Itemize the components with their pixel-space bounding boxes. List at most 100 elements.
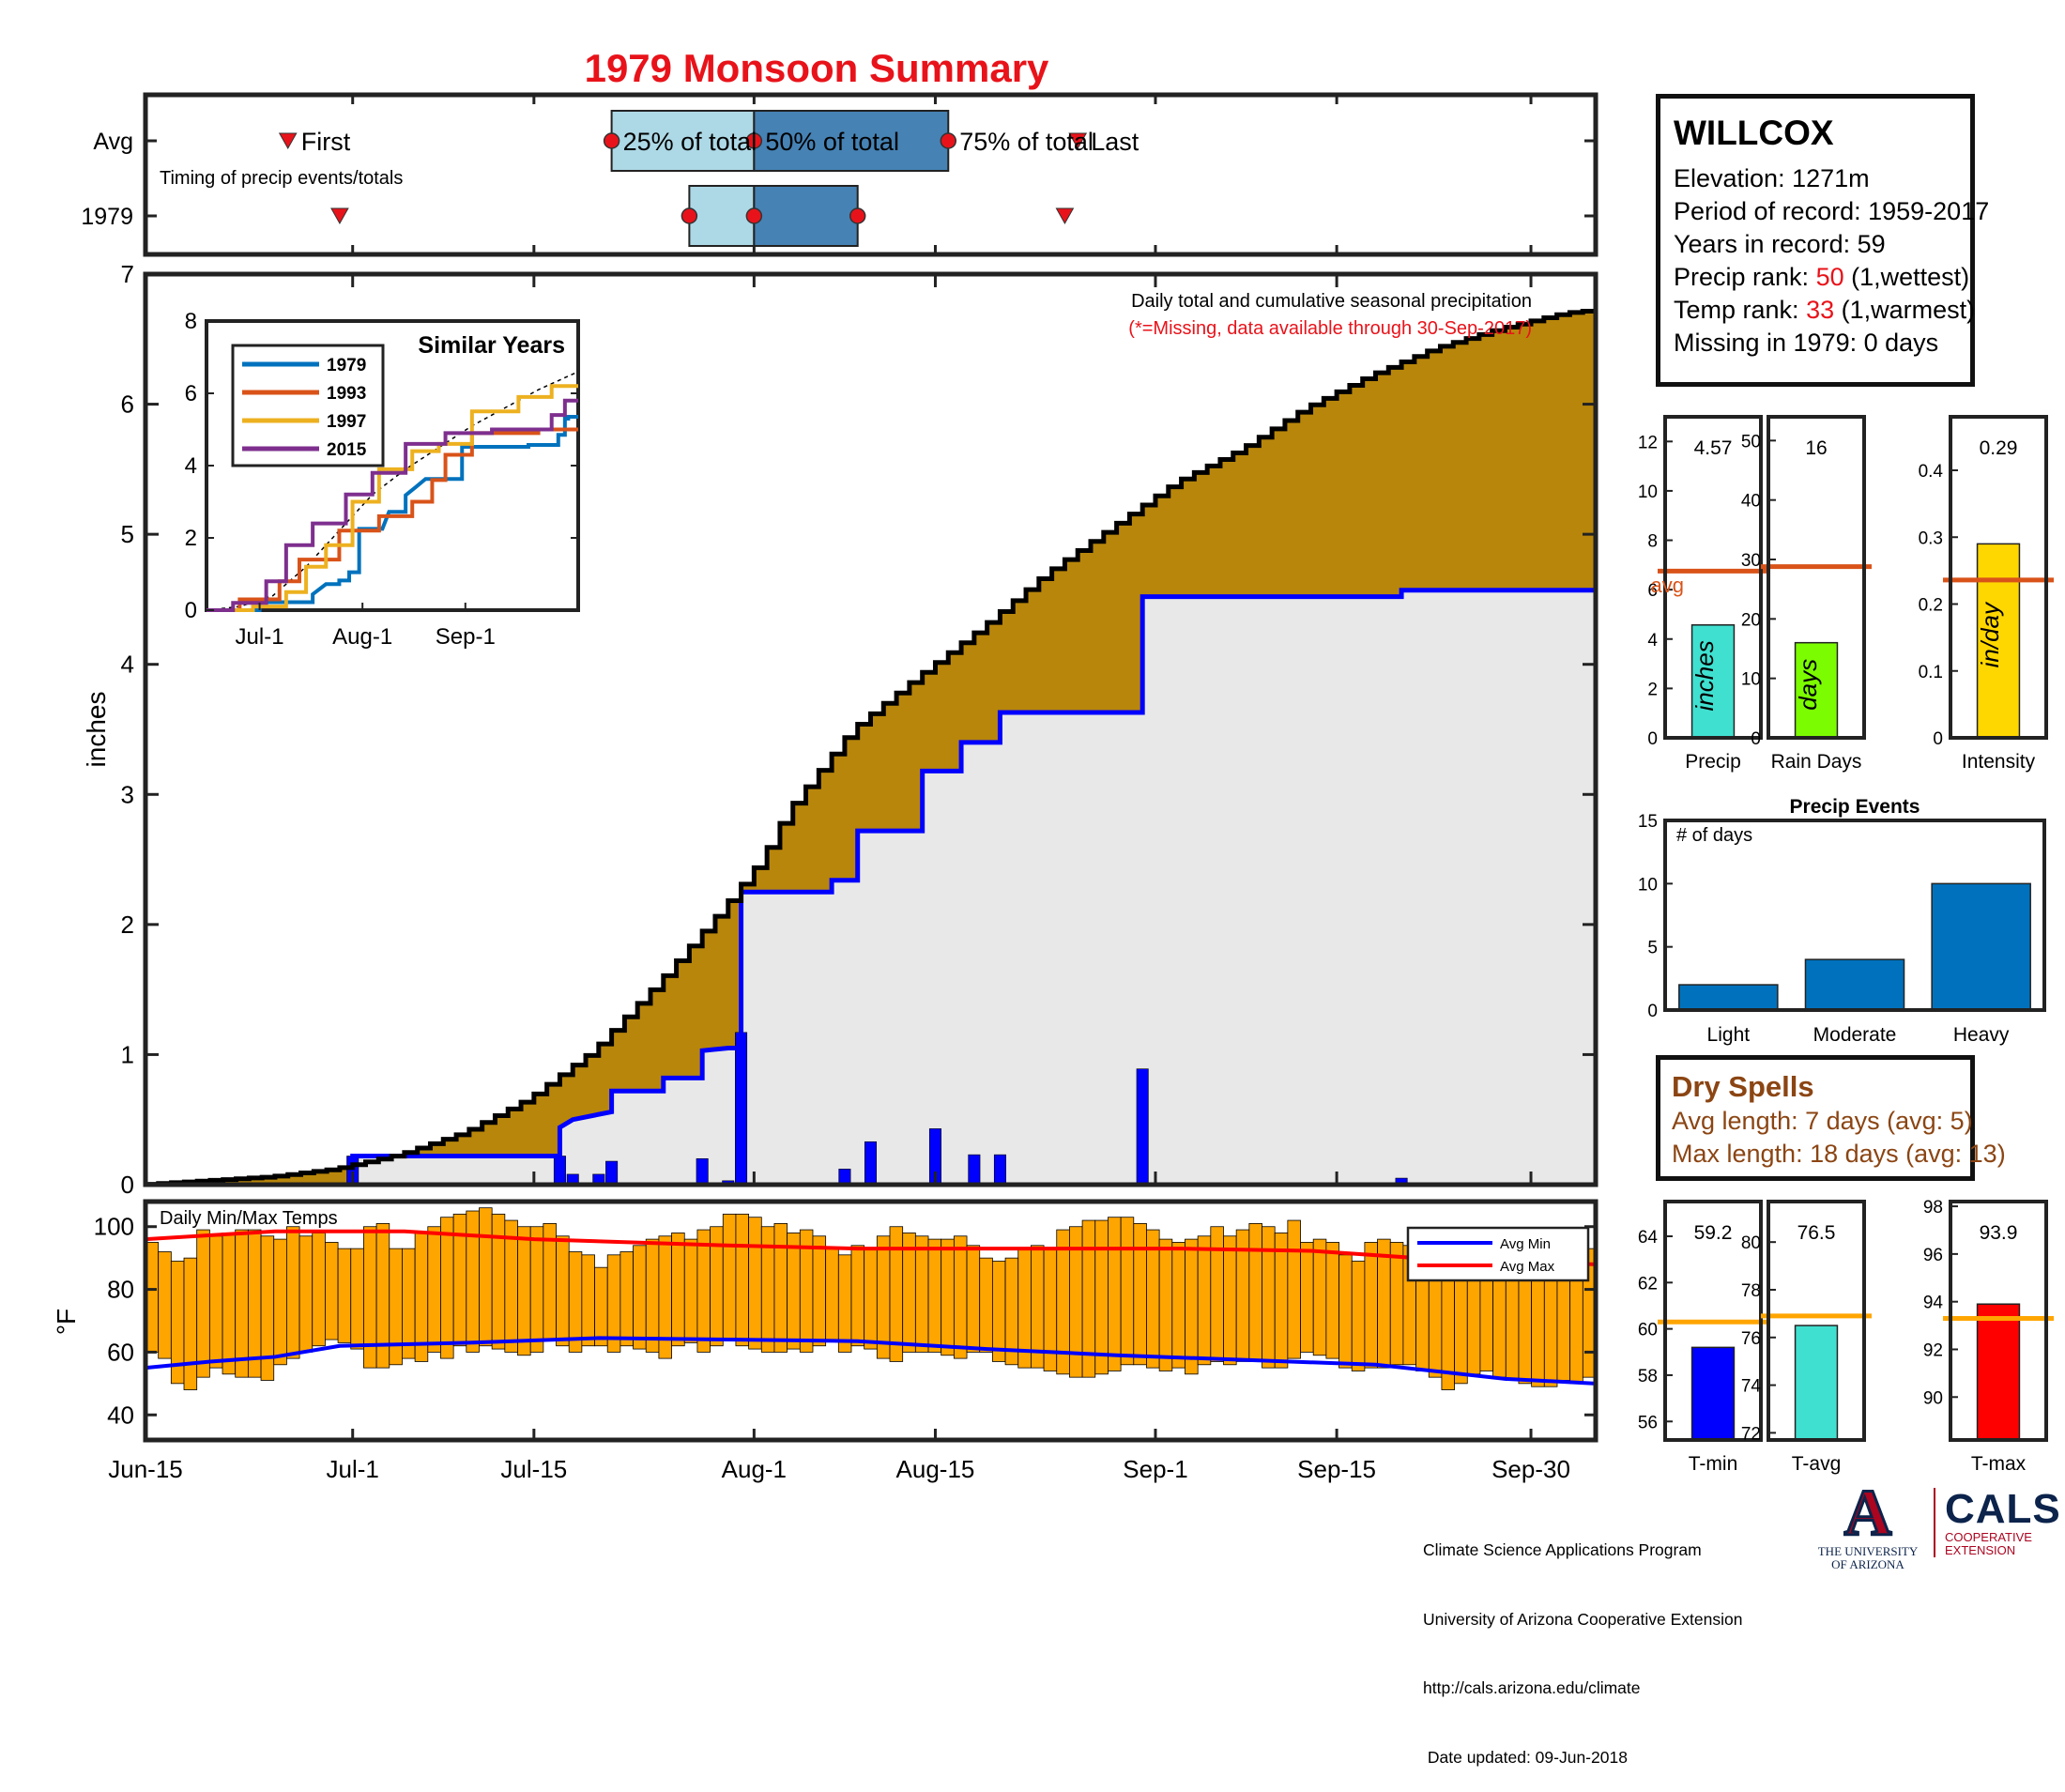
t-max-panel-y-tick-label: 94 <box>1923 1294 1944 1313</box>
daily-temp-bar <box>466 1210 480 1353</box>
timing-row-label-year: 1979 <box>81 204 133 230</box>
intensity-panel-y-tick-label: 0.1 <box>1919 663 1943 682</box>
inset-y-tick-label: 0 <box>185 598 197 623</box>
t-min-panel-y-tick-label: 64 <box>1638 1228 1659 1248</box>
avg-cumulative-line <box>145 308 1596 1187</box>
daily-temp-bar <box>1133 1222 1147 1366</box>
main-y-tick-label: 2 <box>121 911 134 939</box>
precip-avg-label: avg <box>1651 574 1684 597</box>
precip-rank-value: 50 <box>1815 263 1844 291</box>
inset-series-line-1997 <box>206 384 578 612</box>
daily-temp-bar <box>773 1222 788 1353</box>
timing-avg-last-marker <box>1068 132 1088 150</box>
x-tick-label: Jul-1 <box>327 1455 379 1483</box>
precip-panel-y-tick-label: 12 <box>1638 433 1658 452</box>
timing-q25-label: 25% of total <box>623 128 757 156</box>
timing-year-q75-marker <box>849 207 866 224</box>
t-max-panel-frame <box>1949 1200 2048 1442</box>
inset-y-tick-label: 4 <box>185 453 197 479</box>
daily-temp-bar <box>914 1235 929 1353</box>
intensity-panel-value: 0.29 <box>1980 437 2018 459</box>
rain-days-panel-frame <box>1767 415 1866 740</box>
events-y-tick-label: 5 <box>1647 939 1658 958</box>
daily-temp-bar <box>1120 1217 1135 1366</box>
daily-temp-bar <box>183 1257 198 1390</box>
timing-avg-first-marker <box>278 132 298 150</box>
x-tick-label: Aug-15 <box>896 1455 975 1483</box>
inset-series-line-2015 <box>206 398 578 612</box>
temp-plot-frame <box>143 1199 1598 1443</box>
university-of-arizona-logo: A THE UNIVERSITY OF ARIZONA <box>1812 1479 1924 1571</box>
daily-precip-bar <box>696 1157 709 1186</box>
timing-panel: Avg 1979 First Last 25% of total 50% of total… <box>81 92 1598 257</box>
temp-y-tick-label: 80 <box>107 1276 134 1304</box>
t-max-panel-value: 93.9 <box>1980 1222 2018 1244</box>
dry-spells-max-length: Max length: 18 days (avg: 13) <box>1672 1140 2006 1168</box>
daily-temp-bar <box>748 1217 762 1350</box>
timing-year-q50-marker <box>745 207 763 224</box>
daily-temp-bar <box>1171 1242 1185 1369</box>
daily-temp-bar <box>812 1235 827 1347</box>
main-y-tick-label: 7 <box>121 260 134 288</box>
t-min-panel-label: T-min <box>1689 1453 1738 1475</box>
daily-temp-bar <box>1094 1219 1109 1375</box>
main-y-tick-label: 5 <box>121 520 134 548</box>
t-max-panel-y-tick-label: 96 <box>1923 1246 1943 1265</box>
main-y-tick-label: 3 <box>121 780 134 808</box>
daily-temp-bar <box>722 1213 737 1340</box>
precip-event-category-label: Light <box>1707 1024 1751 1046</box>
temp-y-tick-label: 100 <box>94 1213 134 1241</box>
station-name: WILLCOX <box>1674 114 1834 152</box>
precip-events-title: Precip Events <box>1790 796 1920 818</box>
daily-temp-bar <box>1248 1222 1262 1362</box>
stats-panels: 4.57024681012inchesPrecip1601020304050da… <box>1638 415 2054 1475</box>
inset-legend-label-2015: 2015 <box>327 440 367 460</box>
inset-x-tick-label: Aug-1 <box>332 624 392 650</box>
year-cumulative-line <box>145 588 1596 1187</box>
daily-temp-bar <box>1185 1238 1199 1375</box>
t-avg-panel-y-tick-label: 80 <box>1741 1233 1761 1253</box>
temp-rank-value: 33 <box>1806 296 1835 324</box>
x-tick-label: Sep-15 <box>1297 1455 1376 1483</box>
daily-temp-bar <box>285 1226 300 1359</box>
rain-days-panel-label: Rain Days <box>1771 751 1862 773</box>
daily-temp-bar <box>1300 1242 1314 1353</box>
daily-temp-bar <box>325 1242 339 1340</box>
daily-temp-bar <box>312 1233 326 1347</box>
main-y-tick-label: 4 <box>121 651 134 679</box>
rain-days-panel-y-tick-label: 40 <box>1741 492 1761 512</box>
x-tick-label: Aug-1 <box>722 1455 787 1483</box>
daily-temp-bar <box>222 1233 237 1375</box>
footer-line-university: University of Arizona Cooperative Extens… <box>1423 1609 1743 1629</box>
t-avg-panel-y-tick-label: 74 <box>1741 1377 1762 1397</box>
precip-panel-unit: inches <box>1690 640 1719 711</box>
t-min-panel-y-tick-label: 58 <box>1638 1367 1658 1386</box>
intensity-panel-frame <box>1949 415 2048 740</box>
daily-temp-bar <box>1158 1238 1173 1371</box>
daily-temp-bar <box>633 1245 647 1350</box>
events-frame <box>1663 819 2046 1012</box>
t-min-panel-value: 59.2 <box>1694 1222 1733 1244</box>
precip-panel-y-tick-label: 4 <box>1647 631 1658 651</box>
temp-y-tick-label: 60 <box>107 1338 134 1366</box>
timing-year-first-marker <box>330 207 349 225</box>
events-y-tick-label: 15 <box>1638 812 1658 832</box>
cals-wordmark: CALS <box>1945 1486 2061 1532</box>
intensity-panel-y-tick-label: 0.2 <box>1919 596 1943 616</box>
t-min-panel-y-tick-label: 56 <box>1638 1413 1658 1432</box>
timing-year-q25-marker <box>681 207 698 224</box>
precip-panel-y-tick-label: 0 <box>1647 729 1658 749</box>
daily-temp-bar <box>440 1217 454 1359</box>
daily-temp-bar <box>247 1229 262 1378</box>
t-avg-panel-y-tick-label: 78 <box>1741 1281 1761 1301</box>
daily-temp-bar <box>671 1233 685 1347</box>
daily-temp-bar <box>620 1251 634 1347</box>
daily-temp-bar <box>787 1233 801 1350</box>
intensity-panel-y-tick-label: 0 <box>1933 729 1943 749</box>
daily-temp-bar <box>402 1248 416 1359</box>
daily-temp-bar <box>337 1248 352 1343</box>
cals-line1: COOPERATIVE <box>1945 1530 2032 1544</box>
daily-precip-bar <box>864 1141 878 1186</box>
temp-legend-label-min: Avg Min <box>1500 1236 1551 1252</box>
daily-precip-bar <box>968 1154 981 1186</box>
